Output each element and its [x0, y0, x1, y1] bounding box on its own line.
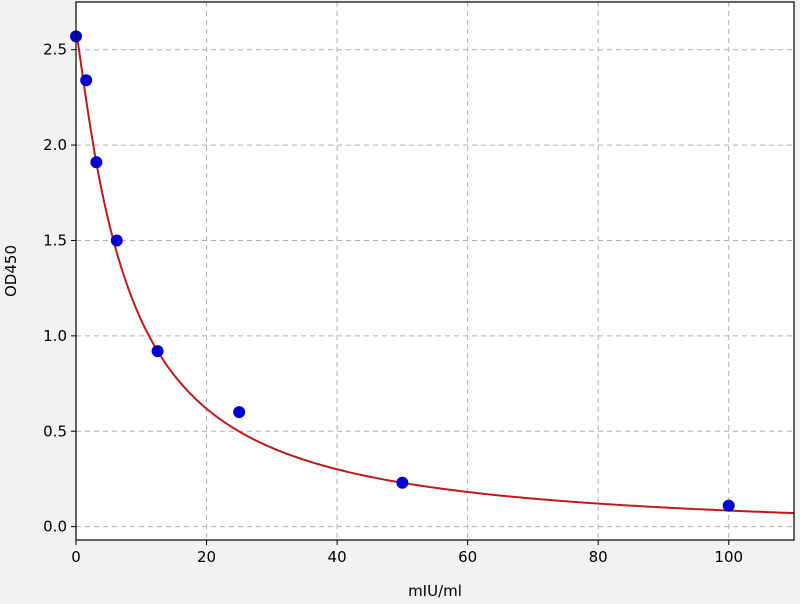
y-tick-label: 2.0 — [43, 136, 67, 154]
x-tick-label: 80 — [589, 548, 608, 566]
x-tick-label: 100 — [714, 548, 743, 566]
x-tick-label: 0 — [71, 548, 81, 566]
y-tick-label: 1.5 — [43, 231, 67, 249]
y-tick-label: 2.5 — [43, 41, 67, 59]
x-tick-label: 20 — [197, 548, 216, 566]
data-point — [233, 406, 246, 419]
data-point — [151, 345, 164, 358]
data-point — [90, 156, 103, 169]
plot-area — [76, 2, 794, 540]
plot-frame — [75, 1, 795, 541]
data-point — [80, 74, 93, 87]
x-tick-label: 60 — [458, 548, 477, 566]
fit-curve — [75, 30, 795, 515]
x-tick-label: 40 — [328, 548, 347, 566]
data-point — [396, 476, 409, 489]
data-point — [110, 234, 123, 247]
y-tick-label: 1.0 — [43, 327, 67, 345]
x-axis-label: mIU/ml — [408, 582, 462, 600]
y-tick-label: 0.5 — [43, 422, 67, 440]
y-tick-label: 0.0 — [43, 518, 67, 536]
data-point — [722, 499, 735, 512]
y-axis-label: OD450 — [2, 245, 20, 297]
